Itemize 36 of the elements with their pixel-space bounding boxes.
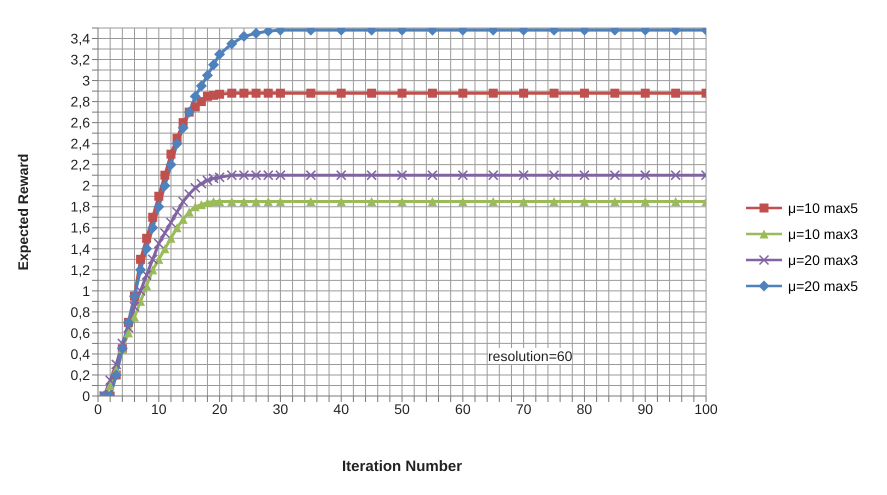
y-tick-label: 3,4 (70, 30, 90, 46)
y-tick-label: 1,6 (70, 220, 90, 236)
annotation: resolution=60 (488, 348, 572, 364)
legend-label: μ=10 max3 (788, 226, 858, 242)
legend-label: μ=20 max3 (788, 252, 858, 268)
x-tick-label: 100 (694, 400, 718, 417)
x-tick-label: 10 (151, 400, 167, 417)
y-tick-label: 1 (82, 282, 90, 299)
y-tick-label: 1,8 (70, 198, 90, 215)
x-tick-label: 50 (394, 400, 410, 417)
x-tick-label: 90 (637, 400, 654, 417)
y-tick-label: 2,8 (70, 94, 90, 110)
legend-label: μ=20 max5 (788, 278, 858, 294)
x-tick-label: 0 (94, 400, 102, 417)
x-tick-label: 80 (576, 400, 592, 417)
y-tick-label: 1,4 (70, 240, 90, 257)
x-tick-label: 30 (272, 400, 288, 417)
y-axis-title: Expected Reward (14, 154, 31, 270)
y-tick-label: 2,2 (70, 156, 90, 173)
y-tick-label: 3,2 (70, 52, 90, 68)
x-tick-label: 60 (455, 400, 471, 417)
y-tick-label: 0,6 (70, 324, 90, 341)
y-tick-label: 2 (82, 178, 90, 194)
x-axis-title: Iteration Number (342, 458, 462, 475)
y-tick-label: 0,2 (70, 366, 90, 383)
y-tick-label: 0,8 (70, 304, 90, 320)
x-tick-label: 40 (333, 400, 350, 417)
y-tick-label: 3 (82, 72, 90, 89)
legend-label: μ=10 max5 (788, 200, 858, 216)
x-tick-label: 20 (212, 400, 228, 417)
y-tick-label: 2,4 (70, 136, 90, 152)
y-tick-label: 1,2 (70, 262, 90, 278)
y-tick-label: 0 (82, 388, 90, 404)
y-tick-label: 2,6 (70, 114, 90, 131)
y-tick-label: 0,4 (70, 346, 90, 362)
x-tick-label: 70 (516, 400, 532, 417)
